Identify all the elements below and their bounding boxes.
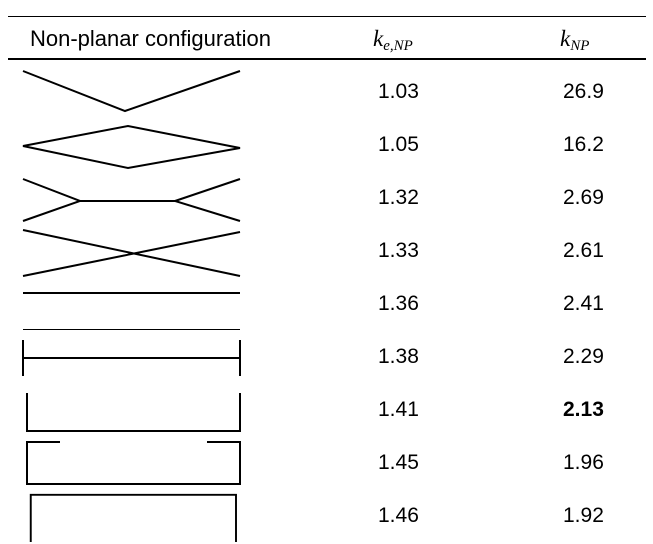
ke-value: 1.33 xyxy=(378,239,419,262)
table-row: 1.41 2.13 xyxy=(0,383,653,436)
knp-value: 16.2 xyxy=(563,133,604,156)
knp-value: 2.13 xyxy=(563,398,604,421)
table-row: 1.36 2.41 xyxy=(0,277,653,330)
diamond-icon xyxy=(22,124,241,170)
table-row: 1.33 2.61 xyxy=(0,224,653,277)
ke-value: 1.38 xyxy=(378,345,419,368)
knp-value: 2.69 xyxy=(563,186,604,209)
h-bar-icon xyxy=(22,340,241,376)
ke-value: 1.05 xyxy=(378,133,419,156)
ke-value: 1.32 xyxy=(378,186,419,209)
header-configuration: Non-planar configuration xyxy=(30,26,271,51)
knp-value: 2.61 xyxy=(563,239,604,262)
knp-value: 26.9 xyxy=(563,80,604,103)
table-row: 1.46 1.92 xyxy=(0,489,653,542)
ke-value: 1.36 xyxy=(378,292,419,315)
ke-value: 1.46 xyxy=(378,504,419,527)
table-row: 1.05 16.2 xyxy=(0,118,653,171)
header-ke-np: ke,NP xyxy=(373,26,413,54)
table-row: 1.38 2.29 xyxy=(0,330,653,383)
table-row: 1.32 2.69 xyxy=(0,171,653,224)
table-row: 1.03 26.9 xyxy=(0,65,653,118)
knp-value: 1.96 xyxy=(563,451,604,474)
knp-value: 2.41 xyxy=(563,292,604,315)
v-shape-icon xyxy=(22,70,241,113)
knp-value: 2.29 xyxy=(563,345,604,368)
x-cross-icon xyxy=(22,229,241,277)
box-open-icon xyxy=(29,493,237,542)
knp-value: 1.92 xyxy=(563,504,604,527)
parallel-lines-icon xyxy=(23,292,240,330)
ke-value: 1.03 xyxy=(378,80,419,103)
header-k-np: kNP xyxy=(560,26,590,54)
ke-value: 1.45 xyxy=(378,451,419,474)
table-top-rule xyxy=(8,16,646,17)
u-channel-icon xyxy=(26,393,241,432)
table-row: 1.45 1.96 xyxy=(0,436,653,489)
lipped-channel-icon xyxy=(26,441,241,485)
bowtie-flat-icon xyxy=(22,178,241,222)
header-rule xyxy=(8,58,646,60)
ke-value: 1.41 xyxy=(378,398,419,421)
